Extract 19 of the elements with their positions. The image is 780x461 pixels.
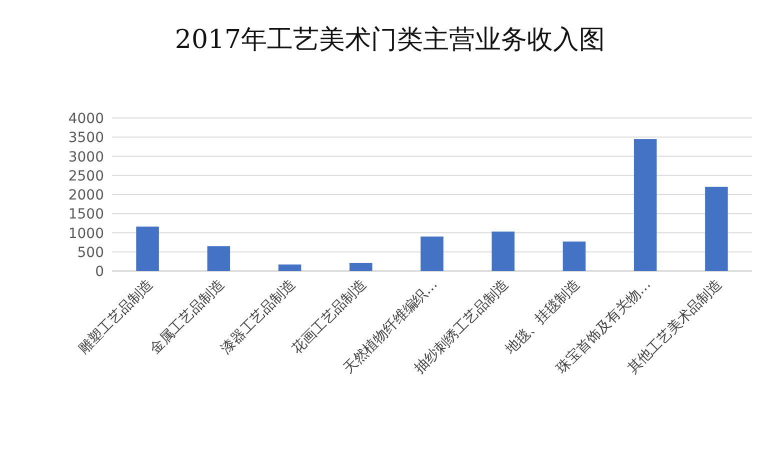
bar [136,226,159,271]
bar [634,139,657,271]
y-tick-label: 3000 [68,149,104,166]
y-tick-label: 500 [77,244,104,261]
y-tick-label: 4000 [68,111,104,127]
y-tick-label: 1000 [68,226,104,242]
bar [492,232,514,271]
y-tick-label: 3500 [68,130,104,146]
chart-title: 2017年工艺美术门类主营业务收入图 [174,25,606,55]
bar [207,246,230,271]
bar [278,264,302,271]
y-tick-label: 1500 [68,206,104,223]
bar [562,242,586,271]
bar [350,262,372,271]
bar [705,186,728,271]
y-tick-label: 2000 [68,188,104,204]
y-tick-label: 0 [95,264,104,280]
y-tick-label: 2500 [68,168,104,184]
bar [420,236,444,271]
